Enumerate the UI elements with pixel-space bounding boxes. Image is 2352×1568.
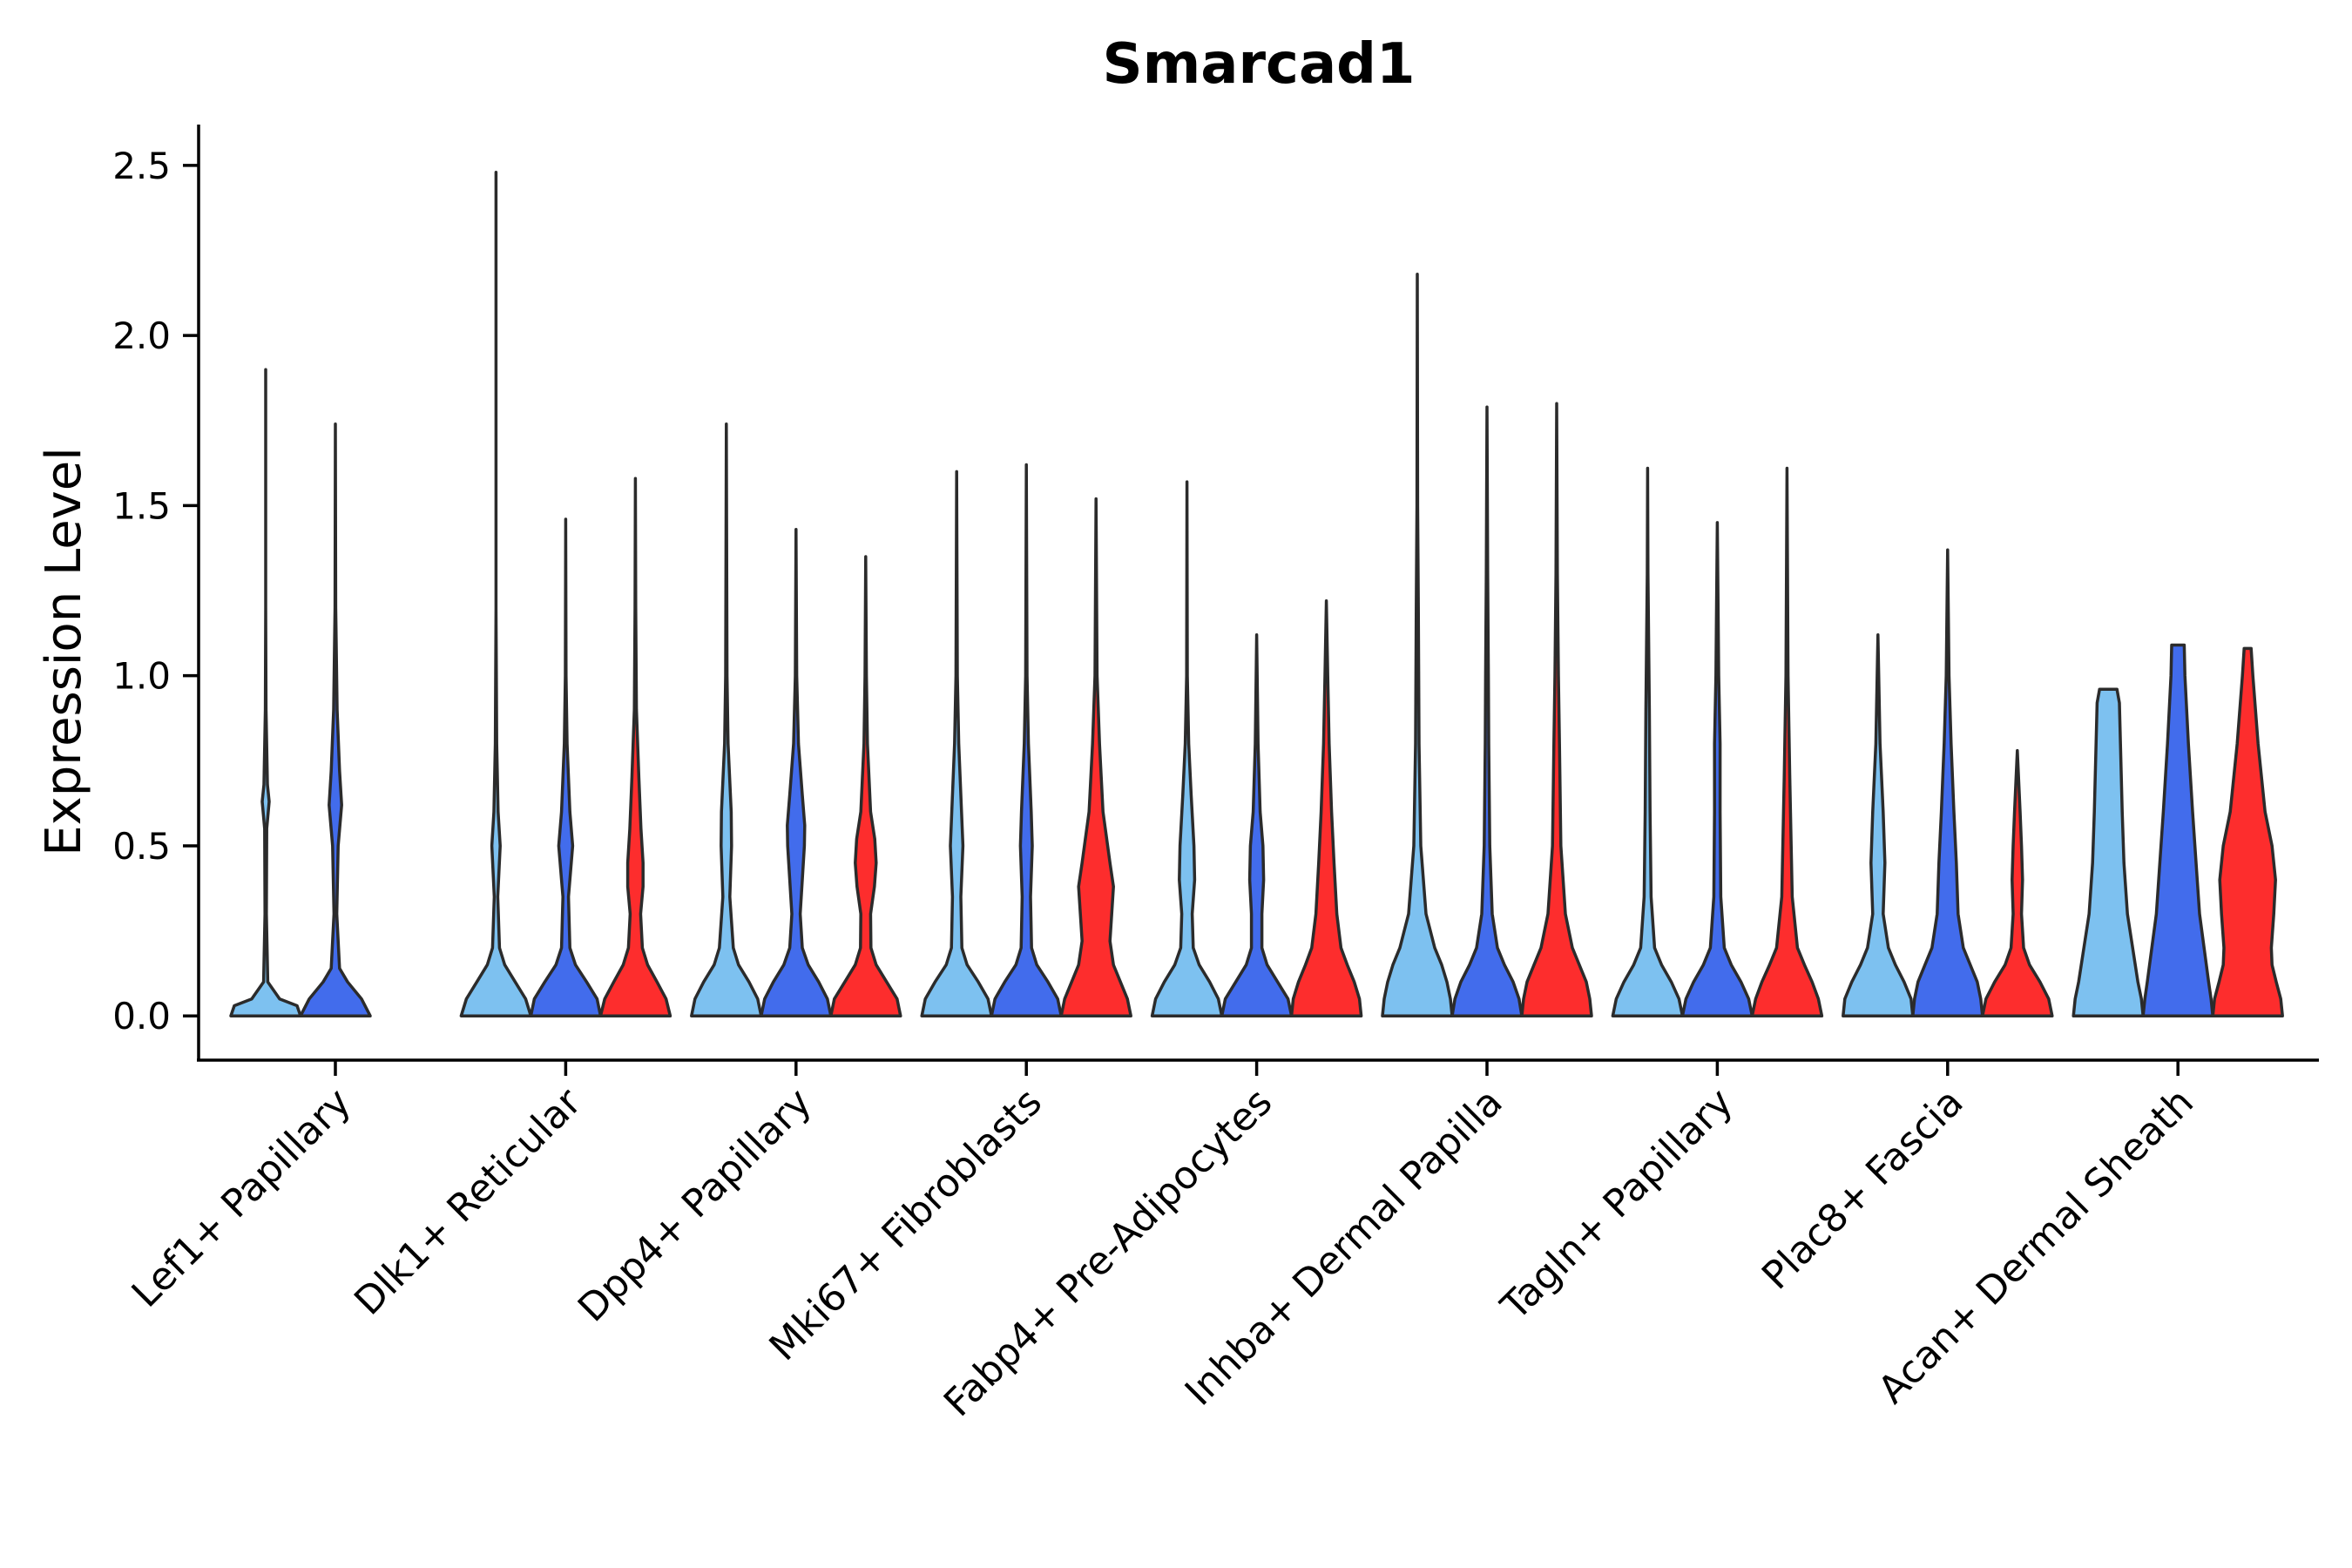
violin-dpp4-papillary-red: [829, 555, 902, 1017]
violin-fabp4-pre-adipocytes-blue: [1220, 633, 1294, 1017]
violin-acan-dermal-sheath-blue: [2141, 643, 2214, 1017]
violin-plac8-fascia-light-blue: [1842, 633, 1915, 1017]
x-tick-label: Lef1+ Papillary: [124, 1080, 360, 1316]
x-tick-label: Tagln+ Papillary: [1492, 1080, 1741, 1329]
violin-dlk1-reticular-red: [598, 476, 672, 1017]
chart-title: Smarcad1: [1103, 32, 1416, 97]
y-tick-label: 1.5: [112, 484, 171, 527]
violin-mki67-fibroblasts-red: [1059, 497, 1132, 1017]
violin-inhba-dermal-papilla-red: [1520, 402, 1593, 1017]
violin-acan-dermal-sheath-red: [2211, 646, 2284, 1017]
x-tick-label: Dpp4+ Papillary: [570, 1080, 821, 1331]
violin-dpp4-papillary-blue: [760, 527, 833, 1017]
violin-fabp4-pre-adipocytes-red: [1289, 599, 1363, 1017]
violin-lef1-papillary-blue: [299, 422, 372, 1017]
y-tick-label: 2.0: [112, 314, 171, 357]
violin-dpp4-papillary-light-blue: [690, 422, 763, 1017]
violin-plac8-fascia-blue: [1911, 548, 1984, 1017]
y-tick-label: 2.5: [112, 145, 171, 187]
y-tick-label: 0.5: [112, 825, 171, 868]
violin-dlk1-reticular-blue: [529, 517, 603, 1017]
y-axis-label: Expression Level: [36, 447, 92, 856]
violin-mki67-fibroblasts-blue: [990, 463, 1063, 1017]
x-tick-label: Dlk1+ Reticular: [346, 1079, 591, 1324]
violin-mki67-fibroblasts-light-blue: [920, 470, 993, 1017]
violin-tagln-papillary-blue: [1680, 521, 1754, 1017]
violin-inhba-dermal-papilla-light-blue: [1381, 273, 1454, 1017]
y-tick-label: 1.0: [112, 655, 171, 698]
violin-dlk1-reticular-light-blue: [459, 170, 533, 1017]
violin-tagln-papillary-light-blue: [1611, 466, 1685, 1017]
violin-plac8-fascia-red: [1981, 748, 2054, 1017]
violin-acan-dermal-sheath-light-blue: [2072, 687, 2145, 1017]
violin-tagln-papillary-red: [1750, 466, 1824, 1017]
violin-lef1-papillary-light-blue: [229, 368, 302, 1017]
violin-inhba-dermal-papilla-blue: [1450, 405, 1524, 1017]
y-ticks: 0.0 0.5 1.0 1.5 2.0 2.5: [112, 145, 199, 1037]
violin-layer: [229, 170, 2284, 1017]
violin-fabp4-pre-adipocytes-light-blue: [1150, 480, 1224, 1017]
y-tick-label: 0.0: [112, 995, 171, 1037]
x-tick-label: Plac8+ Fascia: [1754, 1080, 1972, 1299]
